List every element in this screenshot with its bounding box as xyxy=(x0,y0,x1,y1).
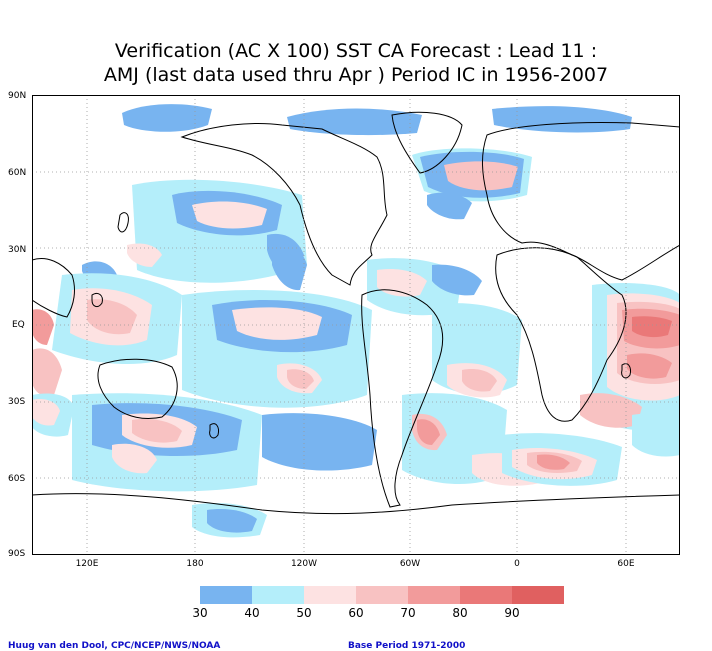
credit-author: Huug van den Dool, CPC/NCEP/NWS/NOAA xyxy=(8,641,221,651)
correlation-shading xyxy=(32,104,680,538)
legend-level-label: 60 xyxy=(348,606,364,620)
legend-swatch xyxy=(356,586,408,604)
legend-swatch xyxy=(512,586,564,604)
lon-label-60w: 60W xyxy=(399,559,421,569)
credit-base-period: Base Period 1971-2000 xyxy=(348,641,466,651)
lat-label-60s: 60S xyxy=(8,474,26,484)
lat-label-90s: 90S xyxy=(8,549,26,559)
lat-lon-grid xyxy=(32,95,680,555)
legend-level-label: 40 xyxy=(244,606,260,620)
lat-label-30n: 30N xyxy=(8,245,27,255)
map-title-line-1: Verification (AC X 100) SST CA Forecast … xyxy=(114,40,598,62)
legend-level-label: 80 xyxy=(452,606,468,620)
lon-label-120e: 120E xyxy=(75,559,99,569)
legend-swatch xyxy=(200,586,252,604)
legend-swatch xyxy=(408,586,460,604)
legend-swatch xyxy=(460,586,512,604)
lon-label-120w: 120W xyxy=(290,559,318,569)
legend-swatch xyxy=(304,586,356,604)
lon-label-0: 0 xyxy=(514,559,520,569)
sst-correlation-map xyxy=(32,95,680,555)
legend-level-label: 90 xyxy=(504,606,520,620)
legend-swatch xyxy=(252,586,304,604)
lat-label-eq: EQ xyxy=(12,320,25,330)
lat-label-90n: 90N xyxy=(8,91,27,101)
legend-level-label: 70 xyxy=(400,606,416,620)
lat-label-60n: 60N xyxy=(8,168,27,178)
lat-label-30s: 30S xyxy=(8,397,26,407)
legend-level-label: 50 xyxy=(296,606,312,620)
lon-label-60e: 60E xyxy=(617,559,635,569)
map-frame xyxy=(32,95,680,555)
coastlines xyxy=(32,111,680,515)
map-title-line-2: AMJ (last data used thru Apr ) Period IC… xyxy=(103,64,609,86)
lon-label-180: 180 xyxy=(186,559,204,569)
legend-level-label: 30 xyxy=(192,606,208,620)
